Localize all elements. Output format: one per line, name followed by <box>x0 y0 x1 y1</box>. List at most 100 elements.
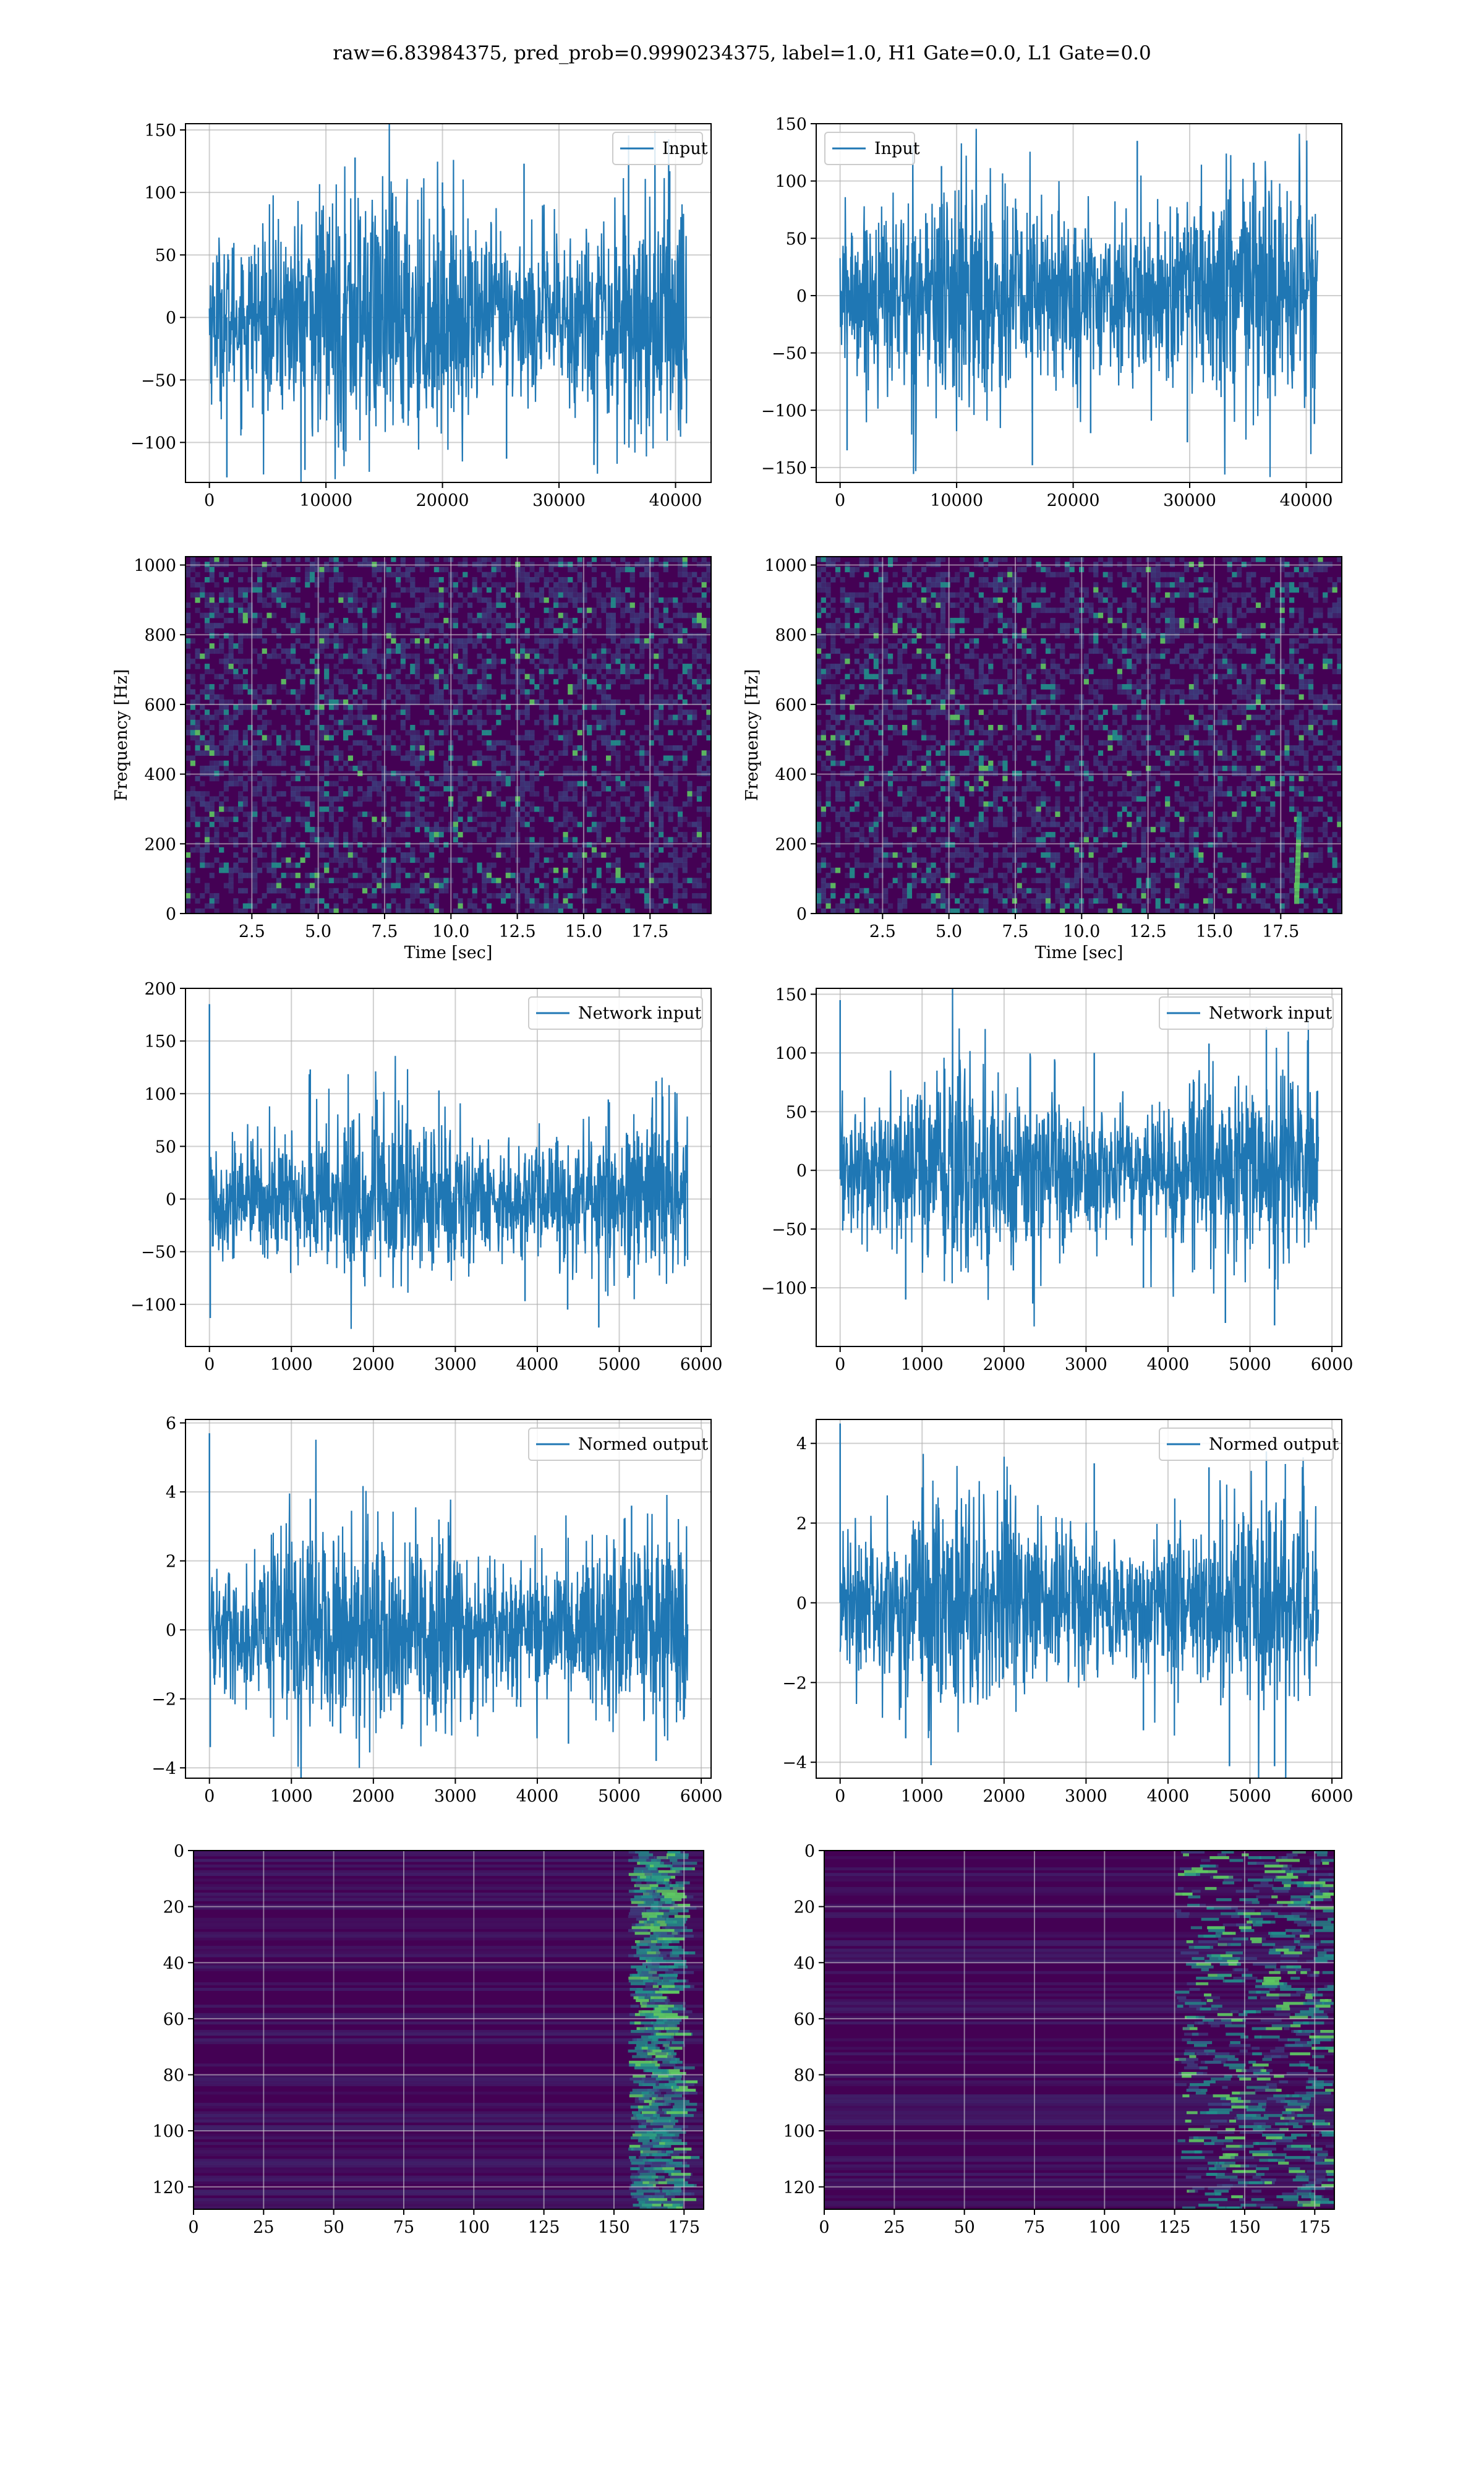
l1-input-ytick-label-1: −100 <box>761 401 807 421</box>
l1-normed-output-frame <box>816 1419 1342 1779</box>
l1-input-frame <box>816 123 1342 483</box>
h1-input-axes: 0 10000 20000 30000 40000 −100 −50 0 50 100 150 Inp… <box>130 121 712 510</box>
l1-features-ytick-label-5: 100 <box>783 2122 815 2141</box>
l1-spectrogram-xtick-label-5: 15.0 <box>1196 922 1233 941</box>
h1-input-legend: Input <box>612 132 708 165</box>
h1-normed-output-xtick-label-0: 0 <box>204 1787 215 1806</box>
h1-features-xtick-label-0: 0 <box>188 2218 198 2237</box>
l1-input-xtick-label-2: 20000 <box>1047 491 1100 510</box>
h1-input-xtick-label-0: 0 <box>204 491 215 510</box>
h1-network-input-xtick-label-1: 1000 <box>270 1355 313 1374</box>
h1-input-legend-label: Input <box>662 139 708 158</box>
h1-network-input-ytick-label-4: 100 <box>144 1085 176 1104</box>
h1-input-legend-box <box>612 132 703 165</box>
h1-network-input-series-line <box>208 1056 689 1329</box>
l1-normed-output-spikes <box>839 1423 1276 1766</box>
h1-normed-output-ytick-label-2: 0 <box>166 1621 176 1640</box>
l1-network-input-xtick-label-5: 5000 <box>1229 1355 1271 1374</box>
l1-input-ytick-label-4: 50 <box>786 229 807 249</box>
l1-input-ytick-label-0: −150 <box>761 459 807 478</box>
l1-network-input-xtick-label-0: 0 <box>835 1355 845 1374</box>
h1-normed-output-legend: Normed output <box>528 1427 708 1461</box>
l1-normed-output-series-line <box>839 1453 1320 1778</box>
l1-spectrogram-xtick-label-6: 17.5 <box>1262 922 1299 941</box>
l1-normed-output-xtick-label-5: 5000 <box>1229 1787 1271 1806</box>
h1-network-input-ytick-label-6: 200 <box>144 980 176 999</box>
h1-spectrogram-ytick-label-0: 0 <box>166 905 176 924</box>
h1-input-spikes <box>226 157 671 477</box>
h1-input-ytick-label-2: 0 <box>166 309 176 328</box>
l1-normed-output-xtick-label-3: 3000 <box>1065 1787 1107 1806</box>
l1-input-ytick-label-6: 150 <box>775 115 807 134</box>
h1-features-ytick-label-4: 80 <box>163 2066 184 2086</box>
h1-normed-output-legend-label: Normed output <box>578 1435 708 1454</box>
l1-features-ytick-label-3: 60 <box>794 2010 815 2029</box>
h1-features-xtick-label-1: 25 <box>253 2218 274 2237</box>
l1-features-ytick-label-1: 20 <box>794 1898 815 1917</box>
l1-spectrogram-xtick-label-1: 5.0 <box>936 922 962 941</box>
l1-features-ytick-label-4: 80 <box>794 2066 815 2086</box>
l1-network-input-legend-label: Network input <box>1209 1004 1332 1023</box>
h1-normed-output-ytick-label-0: −4 <box>151 1759 176 1778</box>
h1-network-input-xtick-label-3: 3000 <box>434 1355 477 1374</box>
l1-normed-output-xtick-label-6: 6000 <box>1311 1787 1354 1806</box>
h1-features-xtick-label-3: 75 <box>393 2218 414 2237</box>
h1-network-input-legend-box <box>528 996 703 1030</box>
h1-normed-output-xtick-label-5: 5000 <box>598 1787 641 1806</box>
h1-spectrogram-ytick-label-5: 1000 <box>134 557 176 576</box>
h1-spectrogram-xtick-label-6: 17.5 <box>631 922 668 941</box>
l1-features-ytick-label-6: 120 <box>783 2178 815 2198</box>
h1-features-ytick-label-0: 0 <box>174 1842 184 1861</box>
figure-title: raw=6.83984375, pred_prob=0.9990234375, … <box>333 42 1151 64</box>
h1-normed-output-xtick-label-4: 4000 <box>516 1787 559 1806</box>
l1-features-ytick-label-0: 0 <box>804 1842 815 1861</box>
l1-network-input-ytick-label-3: 50 <box>786 1103 807 1122</box>
l1-spectrogram-frame <box>816 556 1342 914</box>
l1-network-input-ytick-label-1: −50 <box>772 1220 807 1239</box>
h1-spectrogram-grid <box>186 557 711 914</box>
h1-network-input-frame <box>185 988 712 1347</box>
h1-input-ytick-label-4: 100 <box>144 184 176 203</box>
l1-normed-output-xtick-label-1: 1000 <box>901 1787 944 1806</box>
l1-normed-output-legend-label: Normed output <box>1209 1435 1339 1454</box>
l1-spectrogram-axes: 2.5 5.0 7.5 10.0 12.5 15.0 17.5 0 200 400 600 800 10… <box>743 556 1342 962</box>
h1-network-input-axes: 0 1000 2000 3000 4000 5000 6000 −100 −50 0 50 100 15… <box>130 980 723 1374</box>
h1-spectrogram-ytick-label-2: 400 <box>144 766 176 785</box>
l1-features-xtick-label-7: 175 <box>1298 2218 1331 2237</box>
l1-features-xtick-label-1: 25 <box>884 2218 905 2237</box>
h1-spectrogram-ytick-label-3: 600 <box>144 696 176 715</box>
l1-input-ytick-label-2: −50 <box>772 345 807 364</box>
h1-network-input-ytick-label-5: 150 <box>144 1032 176 1051</box>
h1-normed-output-xtick-label-3: 3000 <box>434 1787 477 1806</box>
l1-input-xtick-label-3: 30000 <box>1163 491 1216 510</box>
l1-features-axes: 0 25 50 75 100 125 150 175 0 20 40 60 80 100 120 <box>783 1842 1335 2237</box>
h1-normed-output-ytick-label-4: 4 <box>166 1483 176 1502</box>
h1-normed-output-xtick-label-1: 1000 <box>270 1787 313 1806</box>
h1-network-input-xtick-label-0: 0 <box>204 1355 215 1374</box>
l1-network-input-xtick-label-4: 4000 <box>1147 1355 1190 1374</box>
l1-network-input-legend: Network input <box>1159 996 1334 1030</box>
h1-spectrogram-xtick-label-4: 12.5 <box>499 922 536 941</box>
l1-network-input-xtick-label-3: 3000 <box>1065 1355 1107 1374</box>
h1-input-xtick-label-4: 40000 <box>649 491 702 510</box>
h1-spectrogram-xtick-label-3: 10.0 <box>432 922 469 941</box>
l1-network-input-xtick-label-1: 1000 <box>901 1355 944 1374</box>
h1-features-xtick-label-6: 150 <box>598 2218 630 2237</box>
h1-features-ytick-label-3: 60 <box>163 2010 184 2029</box>
h1-network-input-ytick-label-0: −100 <box>130 1296 176 1315</box>
l1-spectrogram-ytick-label-2: 400 <box>775 766 807 785</box>
l1-spectrogram-xtick-label-3: 10.0 <box>1063 922 1100 941</box>
l1-spectrogram-ytick-label-3: 600 <box>775 696 807 715</box>
h1-input-ytick-label-0: −100 <box>130 434 176 453</box>
h1-normed-output-ytick-label-3: 2 <box>166 1552 176 1572</box>
h1-features-xtick-label-5: 125 <box>528 2218 560 2237</box>
h1-features-ytick-label-2: 40 <box>163 1954 184 1973</box>
h1-spectrogram-xtick-label-5: 15.0 <box>565 922 602 941</box>
l1-spectrogram-ytick-label-5: 1000 <box>764 557 807 576</box>
h1-network-input-legend: Network input <box>528 996 703 1030</box>
l1-normed-output-ytick-label-2: 0 <box>796 1594 807 1613</box>
l1-input-spikes <box>846 140 1315 466</box>
l1-features-xtick-label-0: 0 <box>819 2218 829 2237</box>
h1-spectrogram-frame <box>185 556 712 914</box>
l1-features-xtick-label-5: 125 <box>1159 2218 1191 2237</box>
